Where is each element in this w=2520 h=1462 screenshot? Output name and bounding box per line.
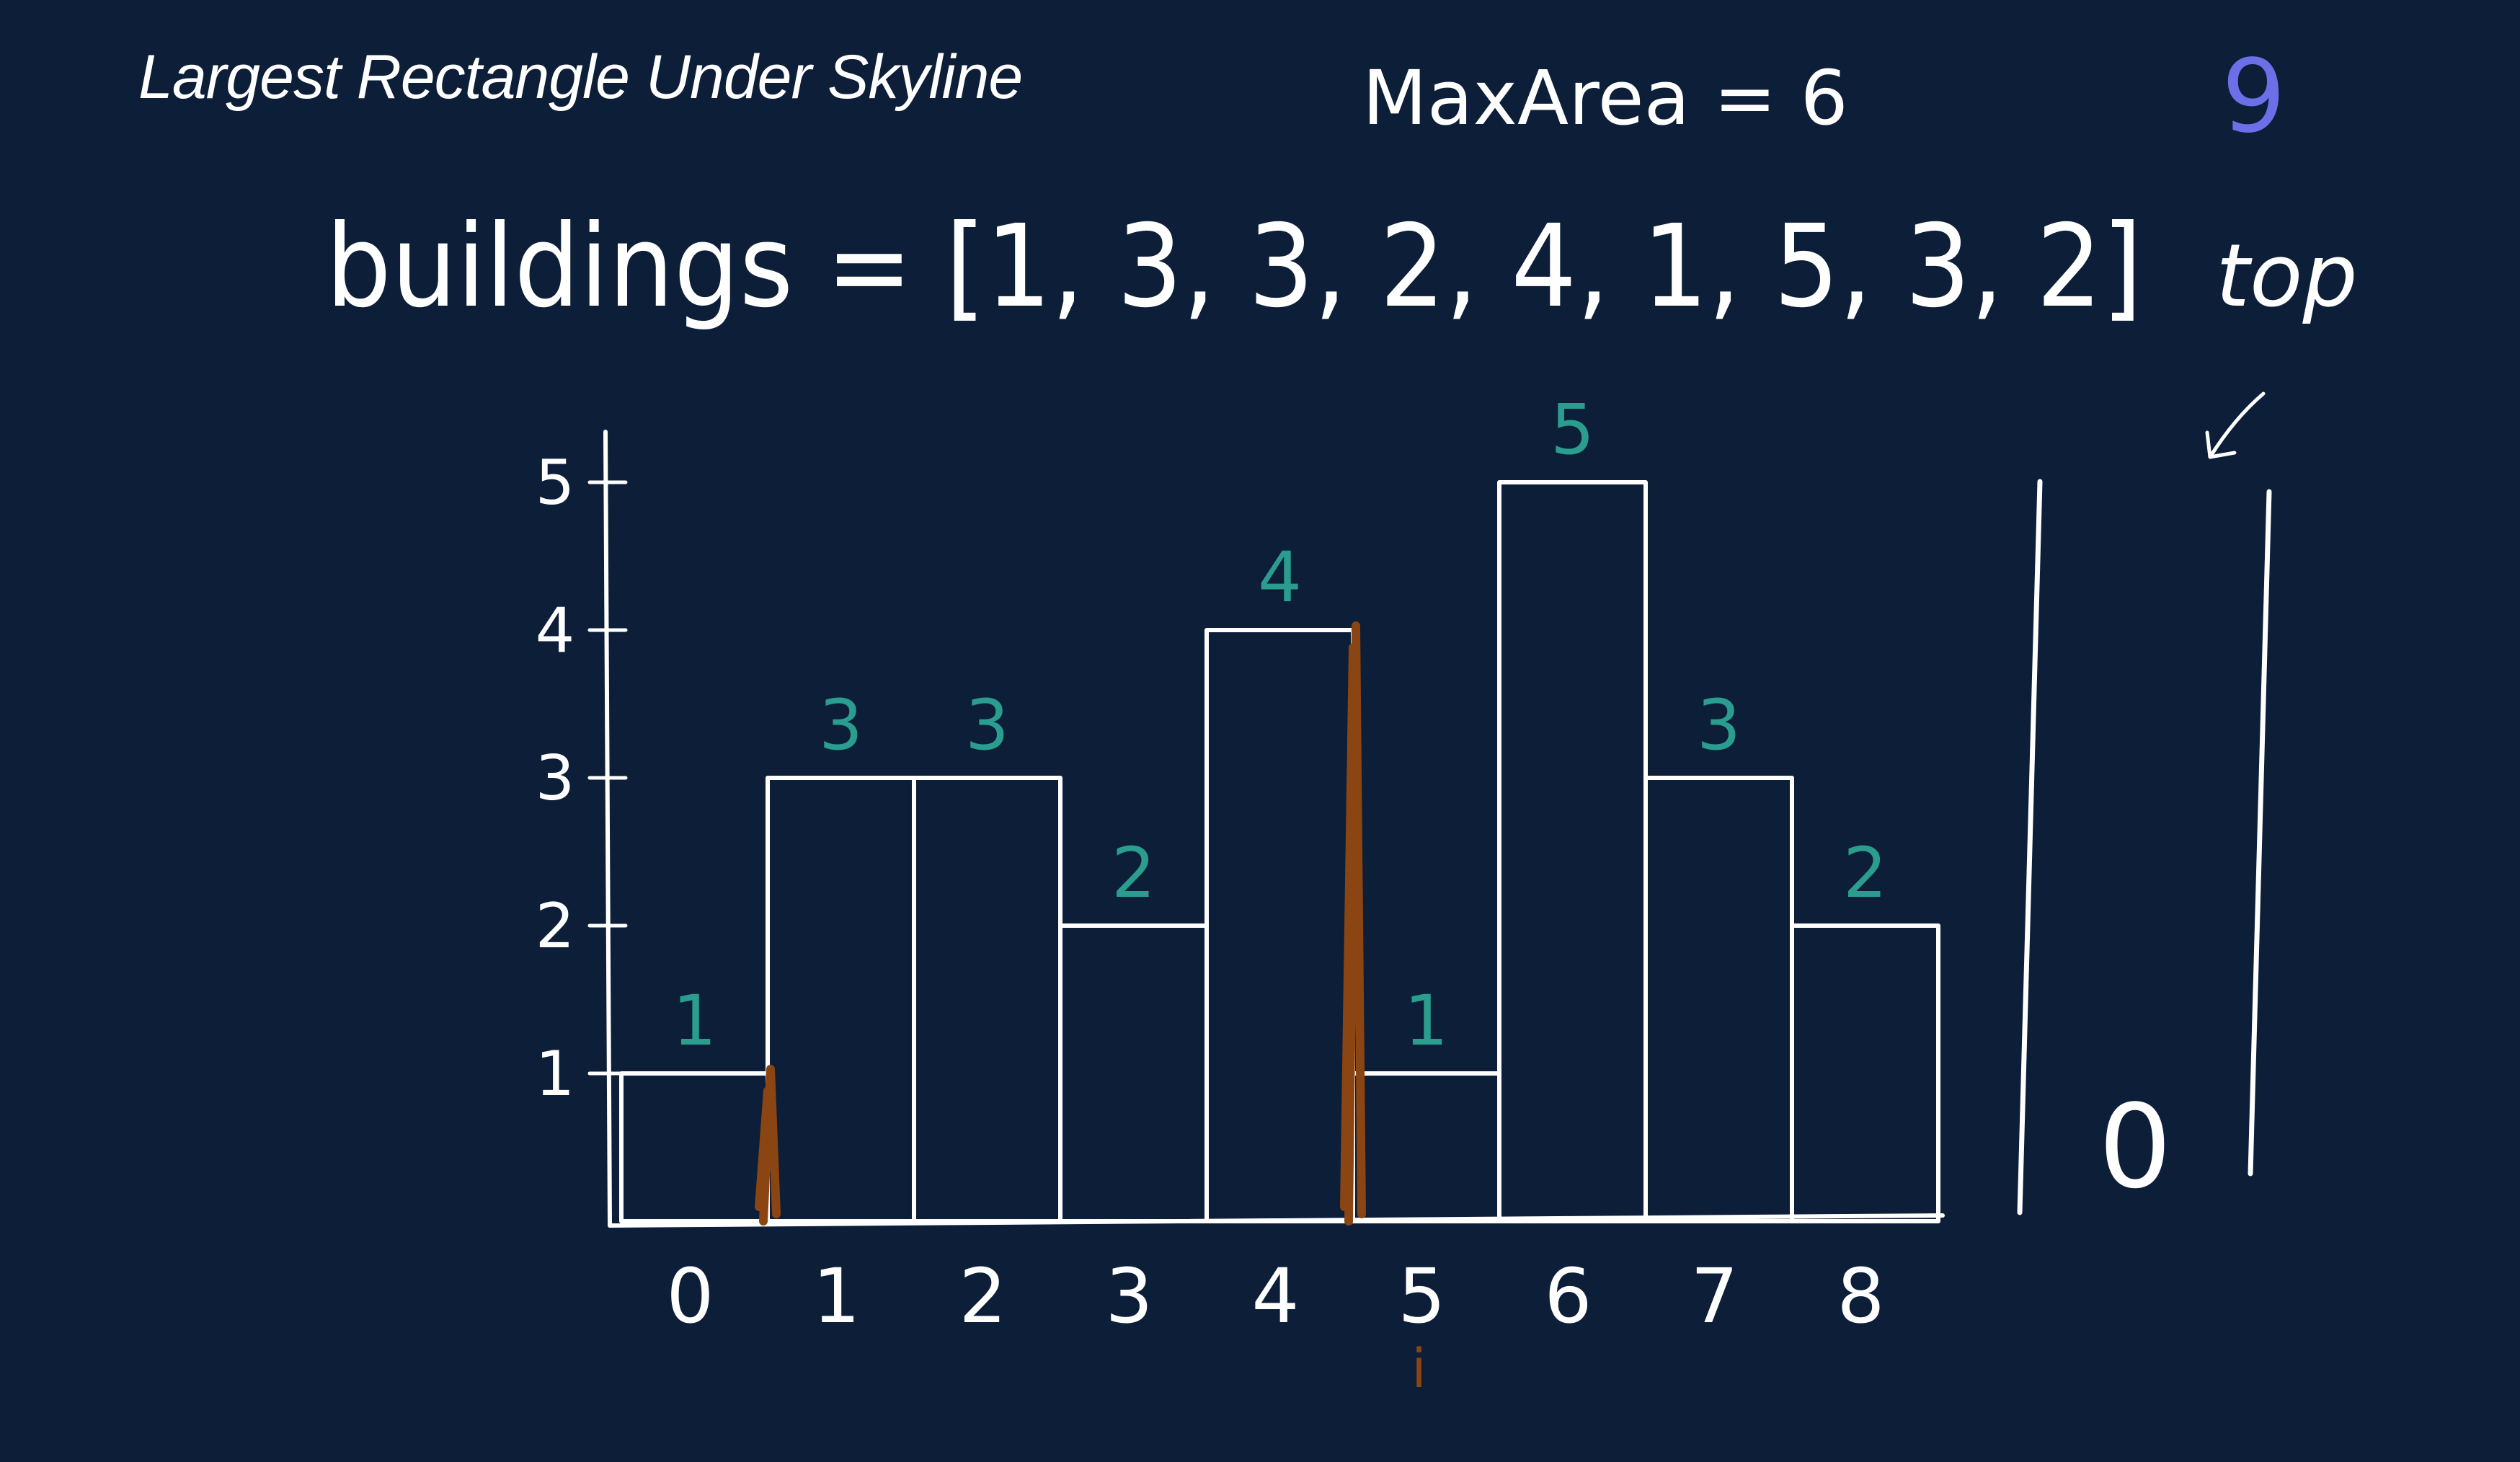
bar-value-label: 3 (819, 685, 863, 766)
boundary-markers (755, 621, 1366, 1226)
buildings-array-label: buildings = [1, 3, 3, 2, 4, 1, 5, 3, 2] (326, 200, 2142, 333)
corner-value: 9 (2222, 38, 2286, 156)
value-labels: 1 3 3 2 4 1 5 3 2 (673, 389, 1887, 1061)
x-tick-label: 4 (1251, 1252, 1299, 1340)
bar-value-label: 3 (1697, 685, 1741, 766)
bar (619, 1071, 770, 1223)
bar-value-label: 1 (1404, 980, 1448, 1061)
stack-right-wall (2248, 489, 2272, 1177)
x-tick-label: 1 (812, 1252, 860, 1340)
bar (1204, 628, 1355, 1223)
y-tick-label: 1 (536, 1038, 575, 1110)
x-tick-label: 6 (1544, 1252, 1592, 1340)
y-tick-labels: 1 2 3 4 5 (536, 447, 575, 1110)
boundary-marker (755, 1065, 781, 1226)
y-tick-label: 3 (536, 743, 575, 815)
stack-left-wall (2017, 479, 2043, 1215)
bar-value-label: 4 (1258, 537, 1302, 618)
chart-bars (619, 480, 1940, 1223)
pointer-label: i (1411, 1338, 1427, 1400)
bar (1351, 1071, 1501, 1223)
x-tick-label: 8 (1837, 1252, 1884, 1340)
bar-value-label: 2 (1843, 833, 1887, 913)
y-tick-label: 2 (536, 890, 575, 962)
page-title: Largest Rectangle Under Skyline (138, 43, 1023, 112)
max-area-label: MaxArea = 6 (1362, 54, 1848, 142)
stack-item: 0 (2098, 1079, 2172, 1214)
bar-value-label: 2 (1112, 833, 1155, 913)
bar (912, 776, 1062, 1223)
bar-value-label: 3 (965, 685, 1009, 766)
boundary-marker (1340, 621, 1366, 1226)
y-tick-label: 5 (536, 447, 575, 519)
y-axis-line (603, 430, 612, 1228)
x-tick-label: 5 (1398, 1252, 1445, 1340)
bar-value-label: 5 (1550, 389, 1594, 470)
bar (1497, 480, 1648, 1223)
y-tick-label: 4 (536, 595, 575, 667)
bar (1790, 923, 1940, 1223)
bar (766, 776, 916, 1223)
bar (1058, 923, 1209, 1223)
x-tick-label: 2 (959, 1252, 1006, 1340)
bar-value-label: 1 (673, 980, 716, 1061)
x-tick-label: 3 (1105, 1252, 1153, 1340)
x-tick-labels: 0 1 2 3 4 5 6 7 8 (666, 1252, 1884, 1340)
stack-top-label: top (2216, 226, 2358, 327)
x-tick-label: 0 (666, 1252, 714, 1340)
arrow-icon (2205, 391, 2266, 459)
bar (1643, 776, 1794, 1223)
x-tick-label: 7 (1690, 1252, 1738, 1340)
